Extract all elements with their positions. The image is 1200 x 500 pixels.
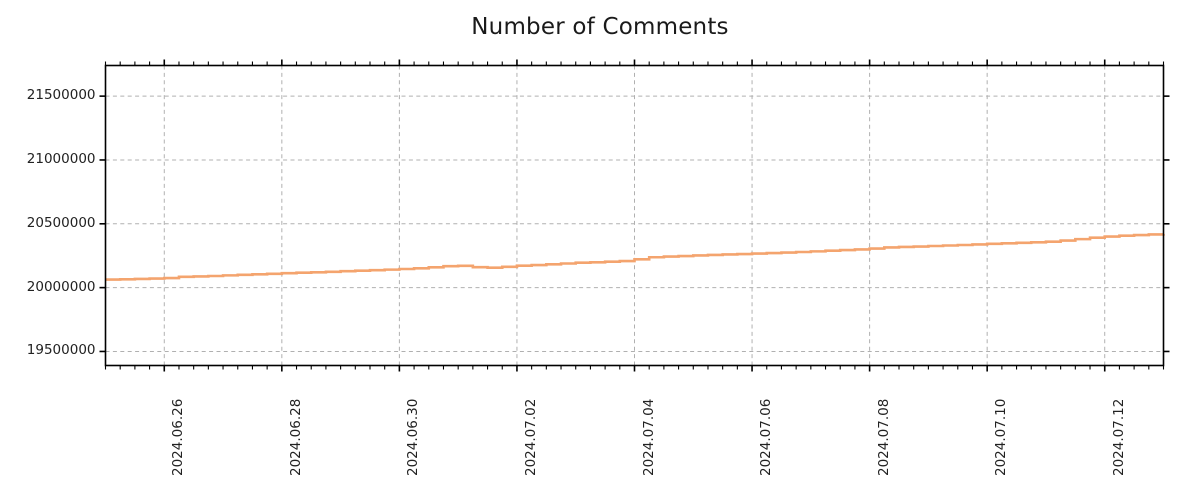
data-series-line	[105, 233, 1165, 281]
y-axis-tick-label: 19500000	[26, 342, 96, 359]
y-axis-tick-label: 21000000	[26, 150, 96, 167]
gridlines	[105, 65, 1164, 366]
x-axis-tick-label: 2024.06.26	[170, 398, 187, 476]
x-axis-tick-label: 2024.07.04	[640, 398, 657, 476]
x-axis-tick-label: 2024.07.02	[522, 398, 539, 476]
x-axis-tick-label: 2024.06.28	[287, 398, 304, 476]
x-axis-tick-label: 2024.07.08	[875, 398, 892, 476]
x-axis-tick-label: 2024.07.12	[1110, 398, 1127, 476]
x-axis-tick-label: 2024.06.30	[405, 398, 422, 476]
chart-title: Number of Comments	[471, 14, 729, 40]
y-axis-tick-label: 20000000	[26, 278, 96, 295]
y-axis-tick-label: 20500000	[26, 214, 96, 231]
x-axis-tick-label: 2024.07.06	[758, 398, 775, 476]
tick-marks	[99, 59, 1170, 372]
y-axis-tick-label: 21500000	[26, 87, 96, 104]
x-axis-tick-label: 2024.07.10	[993, 398, 1010, 476]
